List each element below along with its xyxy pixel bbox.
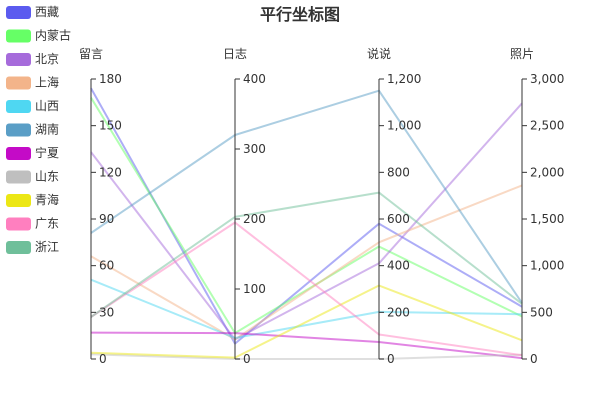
- parallel-axis[interactable]: 留言 0 30 60 90 120 150 180: [79, 47, 122, 366]
- tick-label: 180: [99, 72, 122, 86]
- tick-label: 300: [243, 142, 266, 156]
- tick-label: 1,500: [530, 212, 564, 226]
- legend-item[interactable]: 浙江: [6, 240, 59, 254]
- legend-swatch: [6, 217, 31, 231]
- legend-label: 北京: [35, 52, 59, 66]
- parallel-axis[interactable]: 日志 0 100 200 300 400: [223, 47, 266, 366]
- series-line[interactable]: [90, 278, 523, 339]
- legend-item[interactable]: 内蒙古: [6, 28, 71, 43]
- series-line[interactable]: [90, 102, 523, 341]
- legend-label: 山西: [35, 99, 59, 113]
- legend-item[interactable]: 广东: [6, 217, 59, 231]
- tick-label: 400: [243, 72, 266, 86]
- axis-name: 说说: [367, 46, 391, 61]
- tick-label: 2,000: [530, 165, 564, 179]
- legend-item[interactable]: 山东: [6, 170, 59, 184]
- tick-label: 600: [387, 212, 410, 226]
- tick-label: 500: [530, 305, 553, 319]
- legend-label: 湖南: [35, 122, 59, 137]
- legend-item[interactable]: 宁夏: [6, 145, 59, 160]
- series-line[interactable]: [90, 284, 523, 359]
- legend-label: 广东: [35, 217, 59, 231]
- legend-item[interactable]: 北京: [6, 52, 59, 66]
- tick-label: 0: [99, 352, 107, 366]
- tick-label: 120: [99, 165, 122, 179]
- tick-label: 1,200: [387, 72, 421, 86]
- tick-label: 0: [387, 352, 395, 366]
- legend-item[interactable]: 上海: [6, 75, 59, 90]
- legend-label: 西藏: [35, 5, 59, 19]
- series-line[interactable]: [90, 97, 523, 335]
- tick-label: 3,000: [530, 72, 564, 86]
- legend-swatch: [6, 241, 31, 254]
- parallel-axis[interactable]: 说说 0 200 400 600 800 1,000 1,200: [367, 46, 421, 366]
- tick-label: 1,000: [530, 259, 564, 273]
- axis-name: 日志: [223, 47, 247, 61]
- legend-swatch: [6, 194, 31, 207]
- series-line[interactable]: [90, 221, 523, 357]
- legend-swatch: [6, 76, 31, 90]
- tick-label: 100: [243, 282, 266, 296]
- legend-label: 宁夏: [35, 145, 59, 160]
- series-line[interactable]: [90, 191, 523, 318]
- tick-label: 800: [387, 165, 410, 179]
- legend-swatch: [6, 123, 31, 137]
- series-line[interactable]: [90, 89, 523, 304]
- tick-label: 150: [99, 119, 122, 133]
- tick-label: 1,000: [387, 119, 421, 133]
- legend-swatch: [6, 100, 31, 113]
- legend-label: 内蒙古: [35, 28, 71, 43]
- legend-swatch: [6, 29, 31, 43]
- series-lines: [90, 87, 523, 360]
- legend-item[interactable]: 西藏: [6, 5, 59, 19]
- tick-label: 0: [243, 352, 251, 366]
- chart-title: 平行坐标图: [260, 5, 340, 24]
- tick-label: 200: [387, 305, 410, 319]
- legend-swatch: [6, 6, 31, 19]
- series-line[interactable]: [90, 331, 523, 360]
- legend-label: 上海: [35, 75, 59, 90]
- axis-name: 照片: [510, 47, 534, 61]
- legend-swatch: [6, 53, 31, 66]
- tick-label: 200: [243, 212, 266, 226]
- legend-label: 山东: [35, 170, 59, 184]
- legend-swatch: [6, 147, 31, 160]
- tick-label: 30: [99, 305, 114, 319]
- axis-name: 留言: [79, 47, 103, 61]
- legend-item[interactable]: 湖南: [6, 122, 59, 137]
- legend-label: 浙江: [35, 240, 59, 254]
- legend-swatch: [6, 170, 31, 184]
- legend-label: 青海: [35, 192, 59, 207]
- axes: 留言 0 30 60 90 120 150 180 日志 0 100 200 300 400 说说 0 200 4…: [79, 46, 564, 366]
- tick-label: 2,500: [530, 119, 564, 133]
- legend-item[interactable]: 山西: [6, 99, 59, 113]
- tick-label: 90: [99, 212, 114, 226]
- tick-label: 400: [387, 259, 410, 273]
- parallel-axis[interactable]: 照片 0 500 1,000 1,500 2,000 2,500 3,000: [510, 47, 564, 366]
- legend-item[interactable]: 青海: [6, 192, 59, 207]
- series-line[interactable]: [90, 353, 523, 360]
- tick-label: 60: [99, 259, 114, 273]
- series-line[interactable]: [90, 184, 523, 341]
- tick-label: 0: [530, 352, 538, 366]
